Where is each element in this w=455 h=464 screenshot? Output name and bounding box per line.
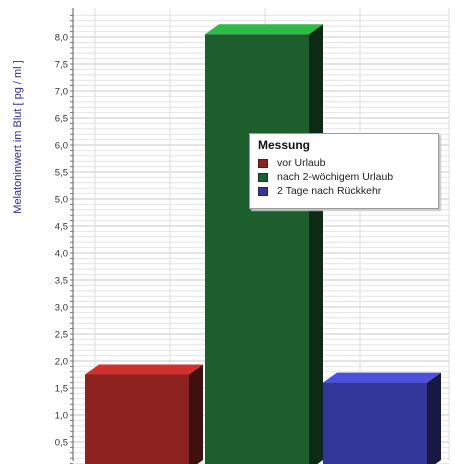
y-axis-label: Melatoninwert im Blut [ pg / ml ]	[12, 60, 24, 213]
legend-swatch-vor-urlaub	[258, 158, 268, 168]
bar-vor-urlaub	[85, 364, 203, 464]
legend-label-nach-rueckkehr: 2 Tage nach Rückkehr	[277, 185, 382, 197]
bars	[85, 24, 441, 464]
legend-label-nach-urlaub: nach 2-wöchigem Urlaub	[277, 171, 394, 183]
y-tick-label: 0,5	[55, 438, 68, 449]
legend-item-vor-urlaub: vor Urlaub	[258, 156, 438, 170]
legend-label-vor-urlaub: vor Urlaub	[277, 157, 326, 169]
y-tick-label: 4,0	[55, 249, 68, 260]
y-tick-label: 4,5	[55, 222, 68, 233]
y-tick-label: 5,0	[55, 195, 68, 206]
legend: Messung vor Urlaub nach 2-wöchigem Urlau…	[249, 133, 439, 209]
bar-nach-rueckkehr	[323, 372, 441, 464]
y-tick-label: 2,5	[55, 330, 68, 341]
y-tick-label: 6,0	[55, 141, 68, 152]
legend-item-nach-rueckkehr: 2 Tage nach Rückkehr	[258, 184, 438, 198]
y-tick-label: 7,0	[55, 87, 68, 98]
legend-swatch-nach-urlaub	[258, 172, 268, 182]
y-tick-label: 1,0	[55, 411, 68, 422]
y-tick-label: 3,5	[55, 276, 68, 287]
y-tick-label: 3,0	[55, 303, 68, 314]
legend-item-nach-urlaub: nach 2-wöchigem Urlaub	[258, 170, 438, 184]
y-axis: 0,5 1,0 1,5 2,0 2,5 3,0 3,5 4,0 4,5 5,0 5,5 6,0 6,5 7…	[55, 8, 74, 464]
y-tick-label: 5,5	[55, 168, 68, 179]
bar-nach-urlaub	[205, 24, 323, 464]
y-tick-label: 8,0	[55, 33, 68, 44]
legend-title: Messung	[258, 138, 311, 152]
y-tick-label: 1,5	[55, 384, 68, 395]
y-tick-label: 7,5	[55, 60, 68, 71]
legend-swatch-nach-rueckkehr	[258, 186, 268, 196]
y-tick-label: 6,5	[55, 114, 68, 125]
y-tick-label: 2,0	[55, 357, 68, 368]
